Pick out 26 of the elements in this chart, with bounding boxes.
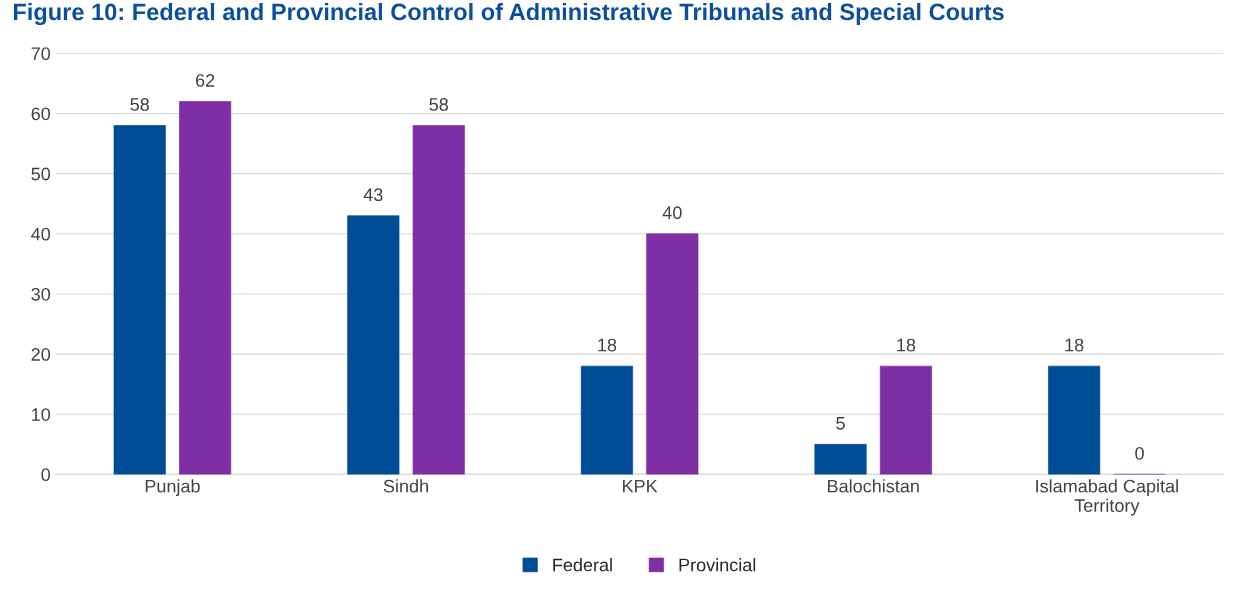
data-label: 0 <box>1135 446 1144 460</box>
y-tick-label: 50 <box>31 167 51 181</box>
x-tick-label: Islamabad Capital Territory <box>1036 479 1178 516</box>
y-tick-label: 10 <box>32 408 51 421</box>
y-tick-label: 30 <box>31 287 51 301</box>
legend-label: Provincial <box>679 558 756 572</box>
data-label: 58 <box>130 98 149 111</box>
y-tick-label: 40 <box>31 227 51 241</box>
x-tick-label: KPK <box>623 479 658 493</box>
x-tick-label: Punjab <box>145 479 200 497</box>
y-tick-label: 20 <box>31 348 51 361</box>
y-tick-label: 70 <box>31 47 51 61</box>
chart-title: Figure 10: Federal and Provincial Control of Administrative Tribunals and Special Courts <box>13 2 1004 26</box>
data-label: 62 <box>196 74 215 87</box>
y-tick-label: 0 <box>41 468 51 482</box>
data-label: 18 <box>1065 338 1084 352</box>
x-tick-label: Balochistan <box>828 479 919 493</box>
data-label: 40 <box>662 206 682 220</box>
y-tick-label: 60 <box>31 107 51 121</box>
data-label: 18 <box>598 338 617 352</box>
data-label: 58 <box>429 98 448 111</box>
data-label: 18 <box>897 338 916 352</box>
data-label: 5 <box>836 417 845 430</box>
legend-label: Federal <box>553 558 612 572</box>
data-label: 43 <box>363 188 383 202</box>
x-tick-label: Sindh <box>383 479 428 493</box>
